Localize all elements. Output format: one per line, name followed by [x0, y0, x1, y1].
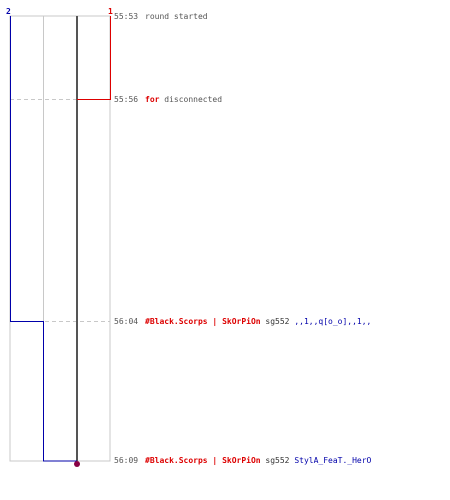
event-message: for disconnected: [145, 95, 222, 104]
red-team-count: 1: [108, 7, 113, 16]
round-end-marker: [74, 461, 80, 467]
event-time: 56:09: [114, 456, 138, 465]
event-message-part: round started: [145, 12, 208, 21]
event-message-part: #Black.Scorps | SkOrPiOn: [145, 455, 261, 465]
event-message: #Black.Scorps | SkOrPiOn sg552 ,,1,,q[o_…: [145, 316, 371, 326]
event-time: 56:04: [114, 317, 138, 326]
event-message-part: ,,1,,q[o_o],,1,,: [294, 317, 371, 326]
timeline-frame: [9, 15, 111, 462]
event-message: #Black.Scorps | SkOrPiOn sg552 StylA_Fea…: [145, 455, 372, 465]
blue-team-line: [10, 16, 77, 462]
event-message-part: for: [145, 95, 160, 104]
event-message-part: sg552: [261, 317, 295, 326]
event-message-part: StylA_FeaT._HerO: [294, 456, 371, 465]
event-message: round started: [145, 12, 208, 21]
event-message-part: #Black.Scorps | SkOrPiOn: [145, 316, 261, 326]
event-message-part: disconnected: [159, 95, 222, 104]
event-log: 55:53 round started 55:56 for disconnected 5…: [114, 12, 372, 465]
blue-team-count: 2: [6, 7, 11, 16]
red-team-line: [77, 16, 111, 100]
event-time: 55:53: [114, 12, 138, 21]
event-time: 55:56: [114, 95, 138, 104]
event-message-part: sg552: [261, 456, 295, 465]
